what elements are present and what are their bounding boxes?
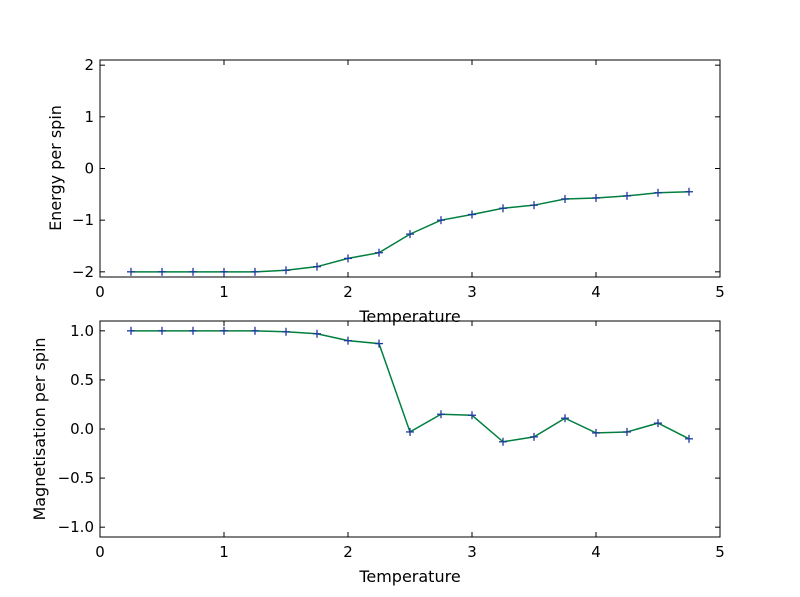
energy-y-tick-label: −1 — [72, 211, 94, 229]
magnetisation-axes-frame — [99, 320, 721, 538]
energy-y-tick-label: 1 — [84, 108, 94, 126]
energy-data-point — [344, 254, 352, 263]
magnetisation-data-point — [189, 326, 197, 335]
magnetisation-data-point — [282, 327, 290, 336]
magnetisation-x-tick-label: 3 — [467, 543, 477, 561]
energy-x-tick-label: 3 — [467, 283, 477, 301]
energy-x-tick-label: 4 — [591, 283, 601, 301]
energy-data-point — [654, 188, 662, 197]
energy-data-point — [375, 248, 383, 257]
energy-data-point — [530, 201, 538, 210]
magnetisation-data-point — [406, 427, 414, 436]
energy-data-point — [592, 193, 600, 202]
magnetisation-data-point — [592, 428, 600, 437]
magnetisation-x-tick-label: 4 — [591, 543, 601, 561]
magnetisation-data-point — [313, 329, 321, 338]
energy-y-tick-label: −2 — [72, 263, 94, 281]
energy-x-tick-label: 0 — [95, 283, 105, 301]
energy-data-point — [220, 267, 228, 276]
magnetisation-y-tick-label: −0.5 — [58, 469, 94, 487]
energy-data-point — [189, 267, 197, 276]
energy-y-axis-label: Energy per spin — [46, 105, 65, 231]
energy-x-tick-label: 5 — [715, 283, 725, 301]
magnetisation-data-point — [251, 326, 259, 335]
energy-axes-frame — [99, 59, 721, 278]
magnetisation-data-point — [220, 326, 228, 335]
energy-data-point — [561, 194, 569, 203]
magnetisation-x-tick-label: 2 — [343, 543, 353, 561]
magnetisation-y-tick-label: 1.0 — [70, 322, 94, 340]
magnetisation-data-point — [375, 339, 383, 348]
energy-data-point — [406, 230, 414, 239]
energy-data-point — [437, 216, 445, 225]
magnetisation-x-tick-label: 5 — [715, 543, 725, 561]
energy-data-point — [313, 262, 321, 271]
magnetisation-data-point — [623, 427, 631, 436]
energy-x-tick-label: 1 — [219, 283, 229, 301]
magnetisation-panel: Temperature Magnetisation per spin 0 1 2 3 4… — [30, 320, 725, 586]
magnetisation-y-axis-label: Magnetisation per spin — [30, 337, 49, 520]
magnetisation-data-point — [654, 419, 662, 428]
magnetisation-data-point — [158, 326, 166, 335]
energy-y-tick-label: 2 — [84, 56, 94, 74]
magnetisation-data-point — [499, 437, 507, 446]
magnetisation-data-point — [468, 411, 476, 420]
energy-y-tick-label: 0 — [84, 160, 94, 178]
magnetisation-x-tick-label: 1 — [219, 543, 229, 561]
magnetisation-y-tick-label: 0.0 — [70, 420, 94, 438]
magnetisation-data-point — [561, 414, 569, 423]
energy-data-point — [158, 267, 166, 276]
magnetisation-y-tick-label: 0.5 — [70, 371, 94, 389]
energy-data-point — [685, 187, 693, 196]
magnetisation-data-point — [127, 326, 135, 335]
energy-data-point — [499, 204, 507, 213]
energy-x-axis-label: Temperature — [358, 307, 460, 326]
magnetisation-data-point — [685, 434, 693, 443]
magnetisation-x-axis-label: Temperature — [358, 567, 460, 586]
magnetisation-data-point — [437, 410, 445, 419]
energy-data-point — [127, 267, 135, 276]
magnetisation-x-tick-label: 0 — [95, 543, 105, 561]
energy-data-point — [251, 267, 259, 276]
energy-data-point — [623, 191, 631, 200]
energy-data-point — [282, 266, 290, 275]
magnetisation-data-point — [344, 336, 352, 345]
magnetisation-y-tick-label: −1.0 — [58, 518, 94, 536]
energy-data-point — [468, 210, 476, 219]
energy-x-tick-label: 2 — [343, 283, 353, 301]
magnetisation-data-point — [530, 432, 538, 441]
